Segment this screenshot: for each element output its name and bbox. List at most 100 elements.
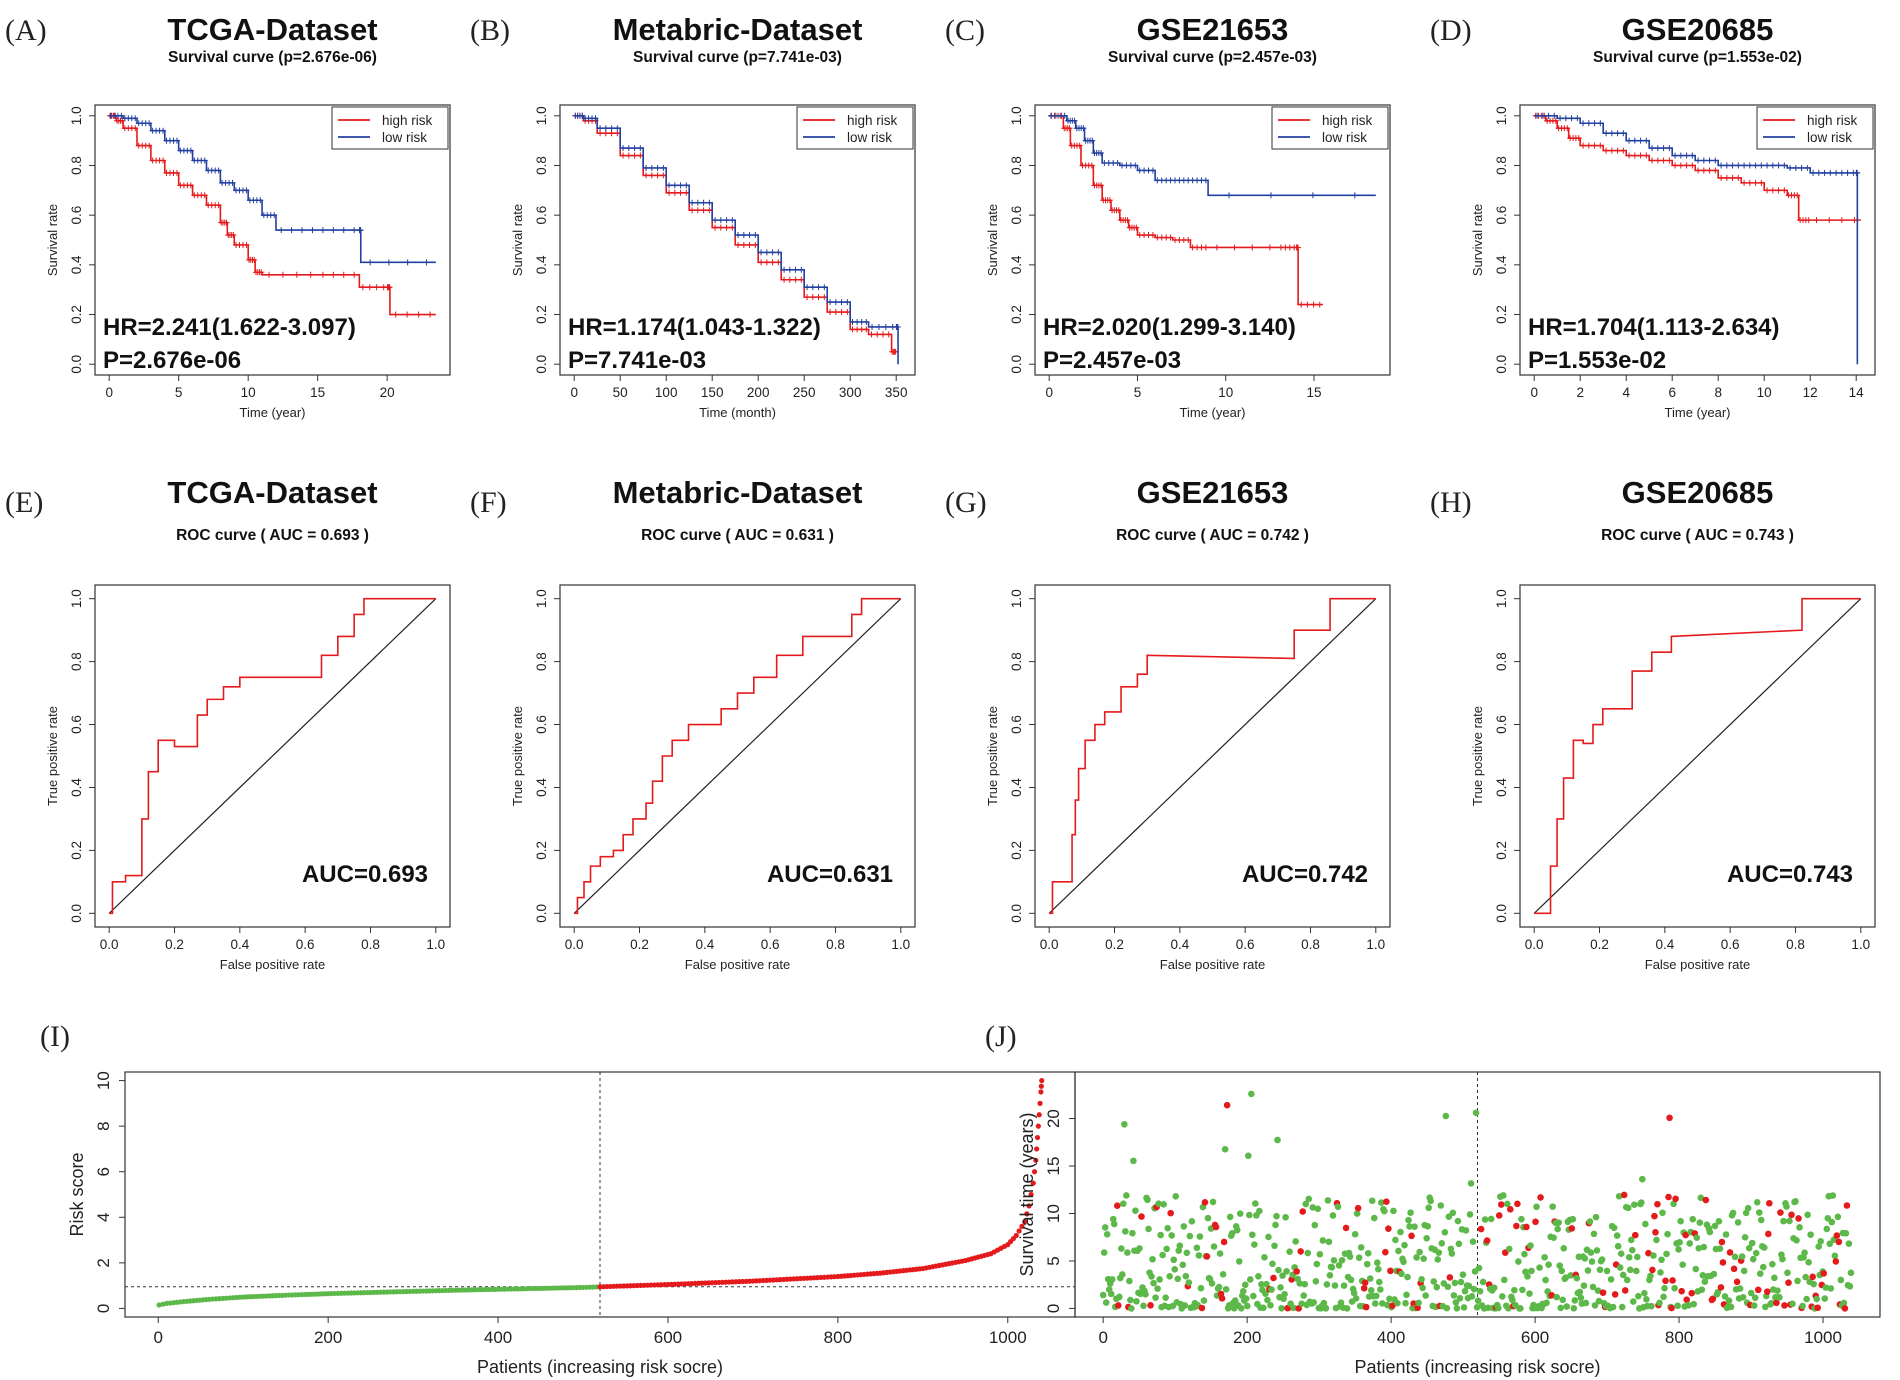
alive-point	[1179, 1261, 1187, 1269]
alive-point	[1236, 1210, 1244, 1217]
censor-mark	[1706, 157, 1713, 164]
y-tick-label: 0.6	[1494, 715, 1509, 734]
alive-point	[1697, 1194, 1705, 1202]
censor-mark	[1729, 162, 1736, 169]
alive-point	[1459, 1271, 1467, 1278]
alive-point	[1443, 1304, 1451, 1312]
alive-point	[1221, 1145, 1229, 1153]
alive-point	[1355, 1254, 1363, 1261]
alive-point	[1628, 1246, 1636, 1254]
censor-mark	[1597, 120, 1604, 127]
y-tick-label: 0.0	[69, 355, 84, 374]
alive-point	[1323, 1281, 1331, 1288]
alive-point	[1555, 1219, 1562, 1226]
alive-point	[1618, 1303, 1626, 1311]
legend-entry: low risk	[382, 130, 427, 145]
dead-point	[1477, 1225, 1485, 1233]
censor-mark	[1695, 167, 1702, 174]
alive-point	[1533, 1203, 1540, 1211]
censor-mark	[351, 271, 358, 278]
panel-f: 0.0 0.2 0.4 0.6 0.8 1.0 0.0 0.2 0.4 0.6 0.8 1.0 Fals…	[470, 475, 916, 972]
x-axis-label: False positive rate	[220, 957, 326, 972]
dead-point	[1835, 1238, 1843, 1246]
alive-point	[1100, 1249, 1108, 1256]
x-tick-label: 0	[1530, 385, 1538, 400]
censor-mark	[309, 227, 316, 234]
censor-mark	[1838, 169, 1845, 176]
censor-mark	[746, 241, 753, 248]
alive-point	[1769, 1260, 1776, 1268]
dead-point	[1212, 1223, 1220, 1231]
alive-point	[1690, 1300, 1698, 1308]
censor-mark	[735, 232, 742, 239]
x-tick-label: 2	[1576, 385, 1584, 400]
censor-mark	[1851, 217, 1858, 224]
alive-point	[1472, 1109, 1480, 1117]
x-tick-label: 200	[1233, 1328, 1261, 1347]
dead-point	[1620, 1191, 1628, 1199]
alive-point	[1304, 1249, 1312, 1257]
censor-mark	[243, 187, 250, 194]
alive-point	[1247, 1276, 1254, 1283]
alive-point	[1663, 1250, 1670, 1258]
alive-point	[1745, 1244, 1753, 1252]
alive-point	[1802, 1273, 1809, 1281]
censor-mark	[1746, 162, 1753, 169]
dead-point	[1167, 1209, 1174, 1217]
censor-mark	[1695, 157, 1702, 164]
dead-point	[1483, 1237, 1491, 1244]
censor-mark	[592, 115, 599, 122]
alive-point	[1328, 1264, 1336, 1271]
alive-point	[1706, 1228, 1714, 1236]
y-tick-label: 0.4	[1009, 778, 1024, 797]
alive-point	[1172, 1192, 1180, 1200]
y-tick-label: 0.6	[534, 715, 549, 734]
alive-point	[1515, 1258, 1522, 1265]
alive-point	[1509, 1296, 1516, 1304]
alive-point	[1670, 1200, 1677, 1208]
x-tick-label: 0.0	[1040, 937, 1059, 952]
dead-point	[1198, 1304, 1206, 1312]
alive-point	[1392, 1236, 1399, 1244]
alive-point	[1404, 1273, 1411, 1281]
censor-mark	[357, 227, 364, 234]
x-axis-label: False positive rate	[685, 957, 791, 972]
legend-entry: high risk	[847, 113, 898, 128]
censor-mark	[1552, 117, 1559, 124]
alive-point	[1527, 1242, 1534, 1249]
dead-point	[1666, 1114, 1673, 1122]
diagonal-reference	[1533, 598, 1862, 914]
dead-point	[1611, 1291, 1619, 1298]
alive-point	[1233, 1226, 1241, 1234]
censor-mark	[643, 172, 650, 179]
alive-point	[1352, 1295, 1360, 1302]
alive-point	[1710, 1270, 1718, 1278]
x-tick-label: 300	[839, 385, 862, 400]
censor-mark	[832, 309, 839, 316]
censor-mark	[1294, 244, 1301, 251]
y-tick-label: 0.6	[1009, 715, 1024, 734]
alive-point	[1278, 1304, 1285, 1312]
censor-mark	[723, 224, 730, 231]
y-tick-label: 0.2	[534, 305, 549, 324]
alive-point	[1822, 1284, 1830, 1291]
x-tick-label: 0	[154, 1328, 163, 1347]
alive-point	[1274, 1136, 1281, 1144]
alive-point	[1499, 1192, 1507, 1199]
alive-point	[1425, 1204, 1432, 1212]
dead-point	[1354, 1204, 1362, 1212]
alive-point	[1455, 1240, 1463, 1248]
dead-point	[1293, 1268, 1300, 1275]
alive-point	[1188, 1218, 1196, 1225]
alive-point	[1799, 1302, 1806, 1310]
alive-point	[1468, 1293, 1476, 1300]
censor-mark	[832, 299, 839, 306]
alive-point	[1462, 1227, 1470, 1234]
alive-point	[1757, 1216, 1765, 1224]
alive-point	[1448, 1250, 1456, 1257]
alive-point	[1590, 1230, 1598, 1238]
alive-point	[1413, 1254, 1420, 1261]
censor-mark	[1706, 167, 1713, 174]
censor-mark	[1649, 145, 1656, 152]
alive-point	[1584, 1267, 1592, 1274]
